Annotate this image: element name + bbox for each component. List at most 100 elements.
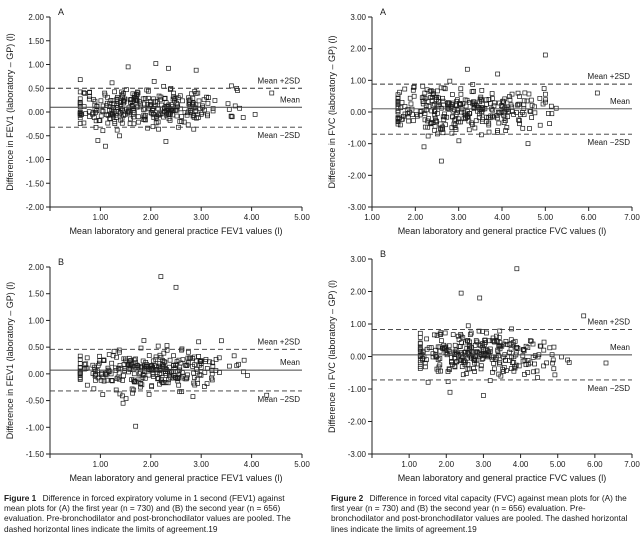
data-point (487, 378, 493, 383)
data-point (420, 349, 426, 355)
y-tick-label: -1.50 (26, 179, 45, 188)
data-point (126, 355, 132, 361)
data-point (411, 118, 416, 124)
data-point (535, 375, 540, 380)
data-point (101, 358, 106, 363)
data-point (464, 66, 470, 72)
data-point (508, 347, 514, 352)
data-point (82, 362, 87, 367)
data-point (445, 369, 451, 374)
data-point (417, 112, 423, 118)
data-point (131, 357, 137, 363)
data-point (532, 104, 537, 110)
data-point (107, 100, 113, 106)
data-point (117, 133, 122, 139)
data-point (190, 95, 196, 101)
data-point (409, 112, 415, 117)
x-axis-title: Mean laboratory and general practice FEV… (69, 226, 282, 236)
data-point (114, 376, 120, 381)
data-point (91, 115, 97, 120)
data-point (114, 354, 119, 360)
data-point (530, 341, 536, 347)
y-tick-label: 2.00 (350, 45, 366, 54)
data-point (543, 97, 548, 103)
data-point (402, 111, 408, 117)
data-point (517, 94, 522, 99)
data-point (207, 359, 212, 365)
data-point (447, 100, 452, 106)
data-point (531, 369, 536, 375)
data-point (550, 357, 556, 363)
y-tick-label: -1.00 (348, 385, 367, 394)
data-point (131, 121, 137, 127)
x-tick-label: 5.00 (294, 460, 310, 469)
data-point (490, 107, 496, 113)
data-point (566, 360, 572, 365)
data-point (458, 290, 464, 296)
data-point (234, 363, 240, 369)
data-point (463, 371, 469, 376)
data-point (480, 329, 485, 334)
data-point (170, 112, 176, 118)
data-point (210, 106, 216, 111)
data-point (104, 100, 110, 106)
data-point (480, 341, 486, 346)
data-point (481, 393, 486, 398)
data-point (502, 115, 508, 121)
data-point (460, 372, 466, 378)
x-tick-label: 2.00 (143, 460, 159, 469)
data-point (480, 116, 485, 122)
data-point (497, 328, 503, 334)
chart-fev1-year2: -1.50 -1.00 -0.50 0.00 0.50 1.00 1.50 2.00 1.00 2… (5, 257, 310, 483)
data-point (127, 121, 133, 127)
data-point (422, 117, 428, 123)
data-point (193, 109, 199, 115)
data-point (141, 338, 147, 343)
x-tick-label: 1.00 (93, 460, 109, 469)
data-point (519, 110, 525, 115)
data-point (133, 95, 139, 101)
data-point (495, 71, 501, 77)
data-point (123, 358, 129, 364)
data-point (145, 125, 150, 131)
data-point (543, 91, 548, 97)
data-point (421, 144, 427, 150)
x-tick-label: 3.00 (193, 460, 209, 469)
data-point (178, 360, 184, 366)
data-point (427, 88, 433, 94)
data-point (450, 92, 455, 97)
data-point (163, 139, 169, 144)
data-point (491, 361, 496, 366)
data-point (462, 362, 468, 368)
figure-2-text: Difference in forced vital capacity (FVC… (331, 493, 628, 534)
data-point (522, 90, 528, 96)
data-point (269, 90, 275, 96)
data-point (515, 345, 521, 351)
data-point (229, 83, 234, 89)
data-point (581, 313, 587, 319)
data-point (172, 96, 177, 102)
data-point (191, 375, 197, 380)
data-point (201, 97, 207, 103)
data-point (551, 366, 557, 372)
data-point (231, 353, 237, 359)
data-point (472, 369, 477, 374)
data-point (422, 124, 428, 130)
data-point (436, 364, 442, 370)
figure-2-caption: Figure 2 Difference in forced vital capa… (331, 493, 631, 534)
data-point (179, 389, 185, 394)
data-point (185, 372, 190, 378)
data-point (158, 371, 164, 376)
y-tick-label: 1.00 (28, 61, 44, 70)
data-point (93, 377, 98, 383)
data-point (114, 96, 120, 102)
data-point (522, 372, 527, 377)
data-point (132, 378, 138, 384)
y-tick-label: 2.00 (350, 288, 366, 297)
data-point (185, 110, 191, 116)
data-point (495, 338, 500, 344)
data-point (114, 127, 120, 133)
data-point (173, 95, 179, 101)
figure-1-text: Difference in forced expiratory volume i… (4, 493, 291, 534)
data-point (512, 365, 518, 371)
